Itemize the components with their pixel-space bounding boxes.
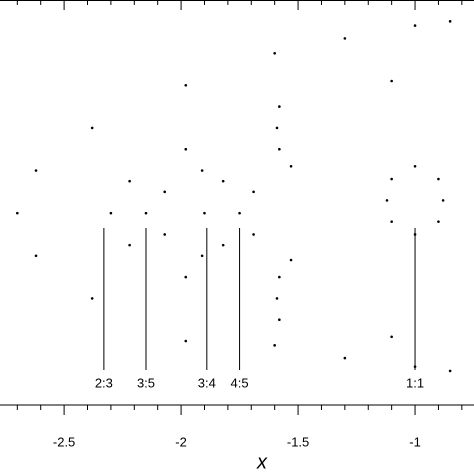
point <box>184 83 188 87</box>
point <box>437 220 440 223</box>
point <box>144 211 148 215</box>
point <box>184 339 188 343</box>
point <box>289 258 293 262</box>
point <box>390 79 393 83</box>
point <box>163 190 167 194</box>
point <box>34 254 38 258</box>
point <box>275 126 279 130</box>
point <box>34 169 38 172</box>
point <box>448 20 452 23</box>
point <box>278 105 281 108</box>
point <box>275 297 279 300</box>
point <box>413 24 417 27</box>
point <box>109 211 113 215</box>
point <box>437 177 440 181</box>
point <box>343 356 347 360</box>
annotation-label: 3:4 <box>198 375 216 390</box>
point <box>238 211 241 215</box>
point <box>221 179 225 183</box>
point <box>200 254 204 258</box>
point <box>278 318 281 322</box>
x-tick-label: -1.5 <box>287 434 309 449</box>
point <box>413 164 417 168</box>
point <box>16 211 19 215</box>
point <box>200 169 204 172</box>
point <box>273 344 276 347</box>
point <box>128 179 131 183</box>
annotation-label: 2:3 <box>95 375 113 390</box>
annotation-label: 3:5 <box>137 375 155 390</box>
point <box>128 243 131 247</box>
annotation-label: 4:5 <box>231 375 249 390</box>
point <box>448 369 452 373</box>
point <box>90 126 94 130</box>
point <box>278 147 281 151</box>
x-axis-label: x <box>256 451 268 473</box>
point <box>390 335 393 339</box>
point <box>390 177 393 181</box>
annotation-label: 1:1 <box>406 375 424 390</box>
point <box>385 199 389 202</box>
point <box>278 275 281 279</box>
point <box>90 297 94 300</box>
point <box>273 51 276 55</box>
x-tick-label: -2.5 <box>53 434 75 449</box>
point <box>203 211 206 215</box>
point <box>289 164 293 168</box>
point <box>390 220 393 223</box>
x-tick-label: -1 <box>409 434 421 449</box>
point <box>252 190 255 194</box>
x-tick-label: -2 <box>175 434 187 449</box>
point <box>184 275 188 279</box>
point <box>163 233 167 236</box>
point <box>252 233 255 236</box>
point <box>343 37 347 40</box>
point <box>221 243 225 247</box>
point <box>441 199 445 202</box>
point <box>184 147 188 151</box>
